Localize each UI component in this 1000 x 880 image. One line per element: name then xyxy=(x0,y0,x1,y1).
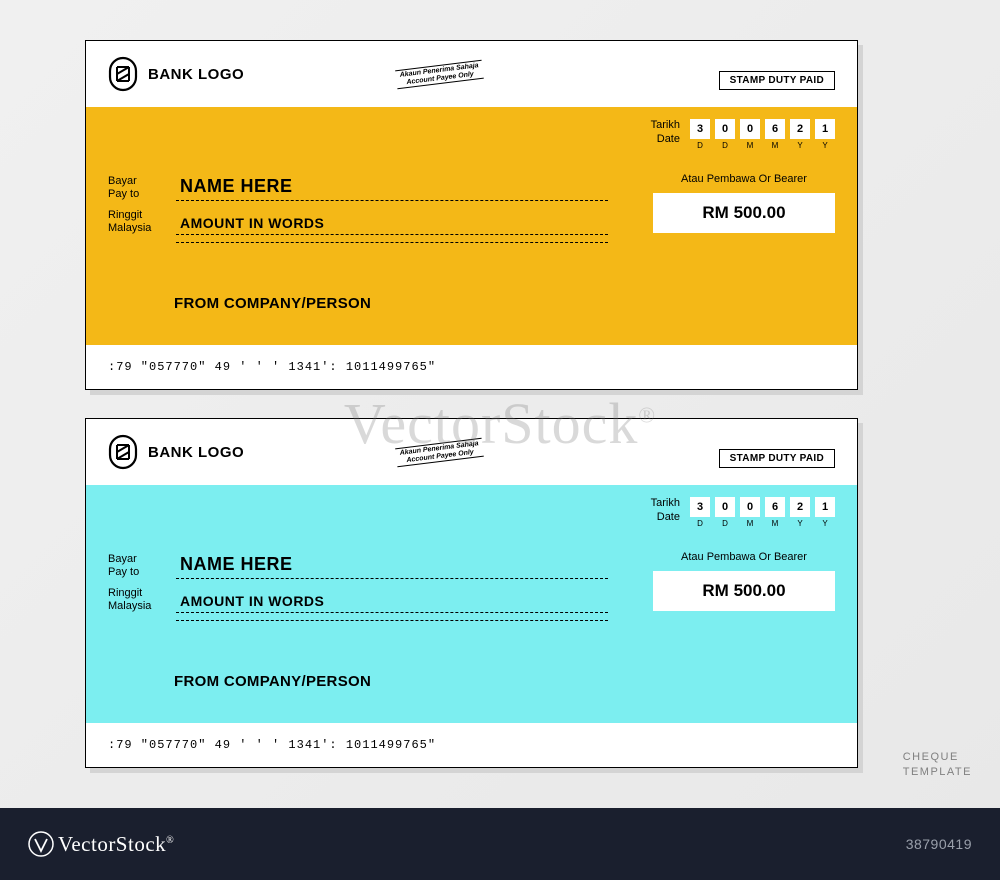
cheque-cyan: BANK LOGO Akaun Penerima Sahaja Account … xyxy=(85,418,858,768)
micr-line: :79 "057770" 49 ' ' ' 1341': 1011499765" xyxy=(86,345,857,389)
side-caption: CHEQUE TEMPLATE xyxy=(903,750,972,781)
date-digit: 6 xyxy=(765,497,785,517)
date-digit: 3 xyxy=(690,119,710,139)
date-format-letter: D xyxy=(715,519,735,528)
bank-logo: BANK LOGO xyxy=(108,434,244,470)
date-section: Tarikh Date 3 0 0 6 2 1 D D M xyxy=(651,497,835,528)
date-label: Tarikh Date xyxy=(651,119,680,147)
date-format-letter: Y xyxy=(790,141,810,150)
pay-to-value: NAME HERE xyxy=(176,176,608,201)
date-format-letter: M xyxy=(740,519,760,528)
date-boxes: 3 0 0 6 2 1 D D M M Y Y xyxy=(690,119,835,150)
date-section: Tarikh Date 3 0 0 6 2 1 D D M xyxy=(651,119,835,150)
from-company: FROM COMPANY/PERSON xyxy=(174,295,371,312)
cheque-body: Tarikh Date 3 0 0 6 2 1 D D M xyxy=(86,107,857,345)
vectorstock-logo: VectorStock® xyxy=(28,831,174,857)
cheque-header: BANK LOGO Akaun Penerima Sahaja Account … xyxy=(86,419,857,485)
cheque: BANK LOGO Akaun Penerima Sahaja Account … xyxy=(85,40,858,390)
amount-words-line2 xyxy=(176,619,608,621)
amount-in-words: AMOUNT IN WORDS xyxy=(176,593,608,613)
date-format-letter: D xyxy=(690,519,710,528)
bank-logo-text: BANK LOGO xyxy=(148,66,244,83)
vectorstock-id: 38790419 xyxy=(906,836,972,852)
or-bearer-label: Atau Pembawa Or Bearer xyxy=(653,173,835,185)
ringgit-label: Ringgit Malaysia xyxy=(108,587,162,613)
date-format-letter: M xyxy=(765,519,785,528)
date-digit: 6 xyxy=(765,119,785,139)
footer-bar: VectorStock® 38790419 xyxy=(0,808,1000,880)
date-digit: 1 xyxy=(815,119,835,139)
date-format-letter: D xyxy=(715,141,735,150)
pay-to-row: Bayar Pay to NAME HERE xyxy=(108,553,608,579)
or-bearer-label: Atau Pembawa Or Bearer xyxy=(653,551,835,563)
stamp-duty-paid: STAMP DUTY PAID xyxy=(719,71,835,90)
pay-to-value: NAME HERE xyxy=(176,554,608,579)
cheque-header: BANK LOGO Akaun Penerima Sahaja Account … xyxy=(86,41,857,107)
amount-in-words: AMOUNT IN WORDS xyxy=(176,215,608,235)
date-format-letter: M xyxy=(740,141,760,150)
pay-to-label: Bayar Pay to xyxy=(108,175,162,201)
date-digit: 0 xyxy=(715,119,735,139)
amount-numeric-box: RM 500.00 xyxy=(653,571,835,611)
date-digit: 2 xyxy=(790,119,810,139)
cheque: BANK LOGO Akaun Penerima Sahaja Account … xyxy=(85,418,858,768)
date-digit: 0 xyxy=(715,497,735,517)
from-company: FROM COMPANY/PERSON xyxy=(174,673,371,690)
vectorstock-icon xyxy=(28,831,54,857)
bank-logo: BANK LOGO xyxy=(108,56,244,92)
pay-to-label: Bayar Pay to xyxy=(108,553,162,579)
date-format-letter: Y xyxy=(815,519,835,528)
amount-numeric-box: RM 500.00 xyxy=(653,193,835,233)
cheque-body: Tarikh Date 3 0 0 6 2 1 D D M xyxy=(86,485,857,723)
amount-words-line2 xyxy=(176,241,608,243)
account-payee-only-stamp: Akaun Penerima Sahaja Account Payee Only xyxy=(395,60,484,90)
date-format-letter: Y xyxy=(815,141,835,150)
date-digit: 1 xyxy=(815,497,835,517)
date-format-letter: D xyxy=(690,141,710,150)
bank-logo-icon xyxy=(108,56,138,92)
micr-line: :79 "057770" 49 ' ' ' 1341': 1011499765" xyxy=(86,723,857,767)
date-format-letter: M xyxy=(765,141,785,150)
amount-words-row: Ringgit Malaysia AMOUNT IN WORDS xyxy=(108,587,608,613)
bank-logo-text: BANK LOGO xyxy=(148,444,244,461)
amount-words-row: Ringgit Malaysia AMOUNT IN WORDS xyxy=(108,209,608,235)
ringgit-label: Ringgit Malaysia xyxy=(108,209,162,235)
bank-logo-icon xyxy=(108,434,138,470)
date-digit: 0 xyxy=(740,497,760,517)
vectorstock-brand: VectorStock® xyxy=(58,832,174,857)
cheque-yellow: BANK LOGO Akaun Penerima Sahaja Account … xyxy=(85,40,858,390)
date-label: Tarikh Date xyxy=(651,497,680,525)
pay-to-row: Bayar Pay to NAME HERE xyxy=(108,175,608,201)
stamp-duty-paid: STAMP DUTY PAID xyxy=(719,449,835,468)
date-digit: 3 xyxy=(690,497,710,517)
account-payee-only-stamp: Akaun Penerima Sahaja Account Payee Only xyxy=(395,438,484,468)
date-format-letter: Y xyxy=(790,519,810,528)
date-digit: 2 xyxy=(790,497,810,517)
date-boxes: 3 0 0 6 2 1 D D M M Y Y xyxy=(690,497,835,528)
date-digit: 0 xyxy=(740,119,760,139)
